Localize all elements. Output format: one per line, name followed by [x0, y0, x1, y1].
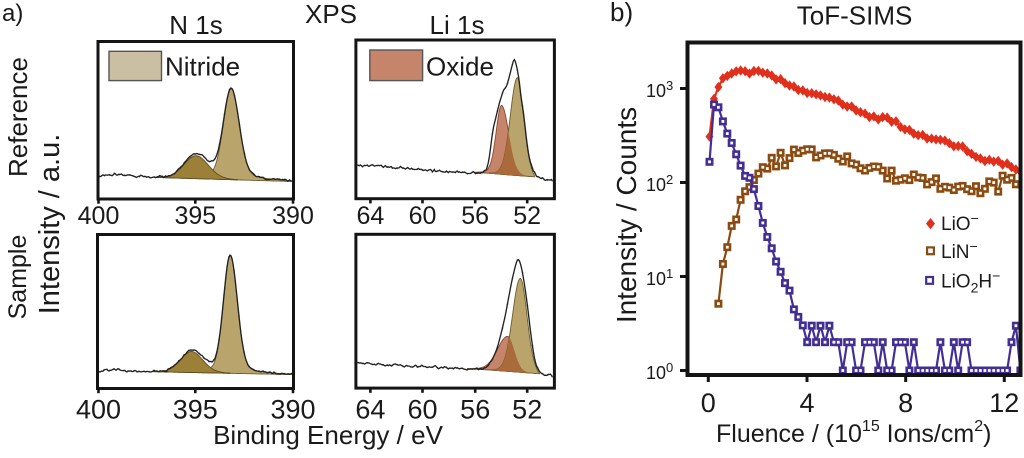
svg-text:Intensity / Counts: Intensity / Counts	[611, 107, 642, 323]
svg-text:Fluence / (1015 Ions/cm2): Fluence / (1015 Ions/cm2)	[716, 418, 991, 448]
svg-text:390: 390	[270, 395, 315, 425]
svg-text:390: 390	[272, 202, 314, 230]
svg-text:56: 56	[461, 202, 489, 230]
svg-text:N 1s: N 1s	[169, 10, 222, 40]
svg-text:ToF-SIMS: ToF-SIMS	[797, 1, 913, 31]
svg-text:a): a)	[2, 0, 23, 27]
svg-text:Oxide: Oxide	[426, 52, 494, 82]
svg-text:395: 395	[173, 395, 218, 425]
svg-text:64: 64	[355, 395, 385, 425]
svg-text:400: 400	[78, 202, 120, 230]
svg-text:4: 4	[799, 388, 814, 418]
svg-text:Binding Energy / eV: Binding Energy / eV	[213, 420, 443, 450]
svg-text:XPS: XPS	[305, 0, 357, 29]
svg-text:52: 52	[513, 202, 541, 230]
svg-text:b): b)	[610, 0, 633, 27]
svg-text:395: 395	[174, 202, 216, 230]
svg-text:64: 64	[356, 202, 384, 230]
svg-text:Reference: Reference	[3, 57, 33, 177]
svg-text:60: 60	[407, 395, 437, 425]
svg-text:Li 1s: Li 1s	[430, 10, 485, 40]
svg-text:60: 60	[409, 202, 437, 230]
svg-text:Sample: Sample	[4, 235, 32, 320]
svg-text:8: 8	[898, 388, 913, 418]
svg-text:0: 0	[701, 388, 716, 418]
svg-text:56: 56	[460, 395, 490, 425]
svg-text:Nitride: Nitride	[165, 52, 240, 82]
svg-text:52: 52	[512, 395, 542, 425]
svg-text:400: 400	[76, 395, 121, 425]
svg-text:Intensity / a.u.: Intensity / a.u.	[34, 134, 66, 315]
svg-text:12: 12	[989, 388, 1019, 418]
